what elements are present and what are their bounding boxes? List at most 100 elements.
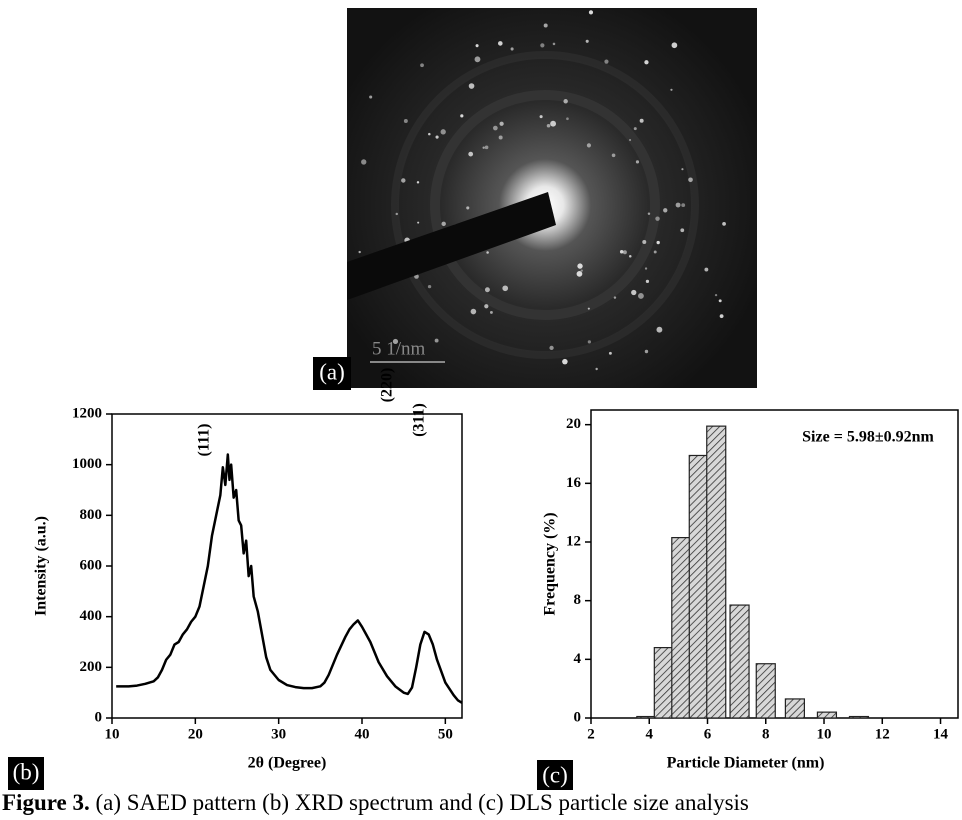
histogram-bar	[688, 454, 709, 719]
y-tick-label: 200	[80, 659, 103, 675]
diffraction-spot	[633, 127, 637, 131]
diffraction-spot	[417, 221, 420, 224]
diffraction-spot	[714, 293, 718, 297]
diffraction-spot	[460, 114, 464, 118]
y-tick-label: 1200	[72, 405, 102, 421]
diffraction-spot	[656, 240, 660, 245]
diffraction-spot	[539, 115, 543, 119]
scale-bar-label: 5 1/nm	[372, 338, 426, 359]
diffraction-spot	[486, 251, 489, 254]
diffraction-spot	[468, 83, 475, 89]
diffraction-spot	[628, 254, 632, 258]
diffraction-spot	[653, 250, 657, 254]
diffraction-spot	[420, 63, 424, 68]
diffraction-spot	[656, 326, 663, 333]
diffraction-spot	[587, 340, 591, 344]
annotation: Size = 5.98±0.92nm	[802, 429, 934, 446]
y-tick-label: 20	[566, 416, 581, 432]
diffraction-spot	[631, 289, 637, 296]
diffraction-spot	[645, 279, 650, 283]
diffraction-spot	[680, 228, 685, 233]
diffraction-spot	[629, 139, 632, 142]
histogram-bar	[653, 646, 674, 719]
annotation: (111)	[196, 424, 213, 457]
diffraction-spot	[671, 42, 678, 49]
diffraction-spot	[358, 250, 361, 254]
x-tick-label: 4	[646, 726, 654, 742]
diffraction-spot	[361, 159, 367, 165]
histogram-bar	[784, 698, 805, 719]
diffraction-spot	[416, 181, 420, 184]
histogram-bar	[636, 715, 657, 719]
x-tick-label: 50	[438, 726, 453, 742]
diffraction-spot	[562, 358, 568, 365]
diffraction-spot	[543, 23, 548, 28]
diffraction-spot	[688, 177, 693, 183]
diffraction-spot	[619, 249, 624, 254]
diffraction-spot	[468, 151, 474, 157]
diffraction-spot	[369, 95, 373, 99]
histogram-bar	[816, 711, 838, 719]
diffraction-spot	[563, 99, 568, 104]
diffraction-spot	[550, 120, 557, 127]
y-axis-label: Frequency (%)	[542, 512, 559, 615]
diffraction-spot	[655, 216, 660, 221]
diffraction-spot	[441, 221, 446, 227]
diffraction-spot	[647, 212, 651, 216]
panel-label: (a)	[319, 359, 345, 384]
diffraction-spot	[644, 349, 649, 354]
diffraction-spot	[644, 267, 648, 270]
y-tick-label: 16	[566, 475, 582, 491]
diffraction-spot	[585, 39, 589, 43]
diffraction-spot	[722, 222, 726, 226]
histogram-bar	[848, 715, 870, 719]
histogram-bar	[671, 536, 692, 719]
diffraction-spot	[577, 263, 583, 269]
diffraction-spot	[482, 146, 485, 149]
diffraction-spot	[586, 143, 591, 148]
diffraction-spot	[675, 202, 681, 208]
x-tick-label: 14	[933, 726, 949, 742]
histogram-bar	[729, 604, 750, 719]
diffraction-spot	[704, 267, 709, 272]
diffraction-spot	[670, 88, 673, 91]
diffraction-spot	[681, 168, 684, 171]
panel-label-box	[8, 757, 44, 790]
diffraction-spot	[588, 10, 594, 15]
diffraction-spot	[639, 118, 644, 123]
x-tick-label: 40	[355, 726, 370, 742]
annotation: (220)	[379, 368, 396, 403]
diffraction-spot	[635, 160, 640, 164]
diffraction-spot	[622, 250, 627, 255]
figure-number: Figure 3.	[2, 790, 90, 815]
diffraction-spot	[644, 60, 649, 65]
diffraction-spot	[613, 296, 617, 299]
annotation: (311)	[411, 403, 428, 437]
diffraction-spot	[576, 270, 583, 277]
diffraction-spot	[484, 287, 490, 293]
diffraction-spot	[493, 125, 498, 131]
x-axis-label: 2θ (Degree)	[248, 755, 327, 772]
y-tick-label: 1000	[72, 456, 102, 472]
y-axis-label: Intensity (a.u.)	[33, 516, 50, 616]
diffraction-spot	[499, 121, 504, 126]
y-tick-label: 0	[95, 709, 103, 725]
diffraction-spot	[498, 135, 503, 140]
y-tick-label: 600	[80, 557, 103, 573]
plot-frame	[111, 413, 463, 719]
diffraction-spot	[638, 293, 644, 299]
diffraction-spot	[681, 203, 686, 208]
xrd-curve	[116, 453, 463, 704]
diffraction-spot	[475, 44, 479, 48]
diffraction-spot	[440, 129, 446, 135]
diffraction-spot	[566, 117, 569, 121]
figure: 5 1/nm (a) 10 20 30 40 500200400600800100012…	[8, 8, 959, 793]
diffraction-spot	[546, 123, 551, 128]
x-tick-label: 10	[817, 726, 832, 742]
diffraction-spot	[510, 47, 514, 51]
diffraction-spot	[718, 299, 722, 303]
x-tick-label: 8	[762, 726, 770, 742]
x-tick-label: 2	[587, 726, 595, 742]
y-tick-label: 8	[574, 592, 582, 608]
